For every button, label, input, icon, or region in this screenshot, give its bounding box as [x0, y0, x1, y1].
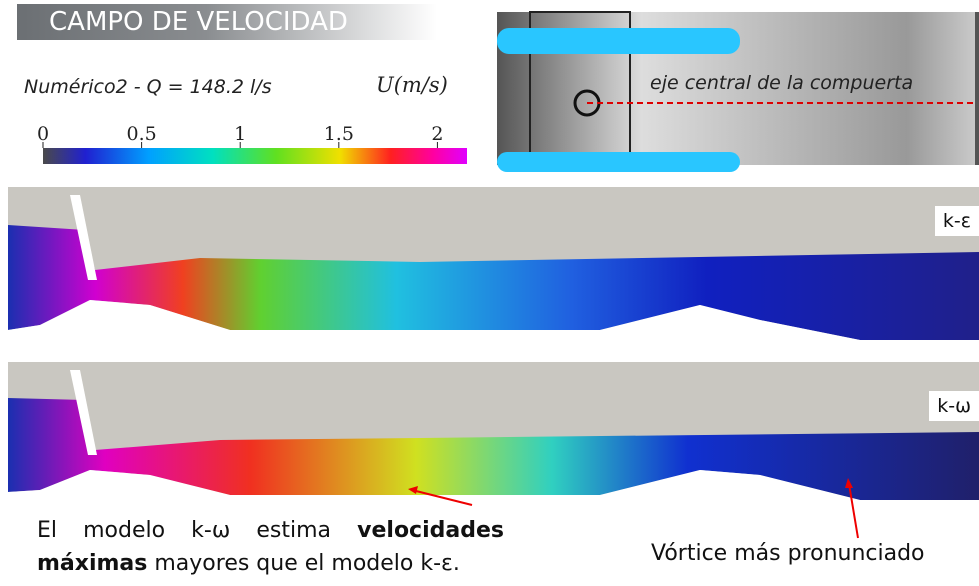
note-bold: velocidades máximas [37, 518, 504, 576]
panel-label: k-ε [934, 206, 979, 236]
arrow [411, 489, 473, 506]
main-note: El modelo k-ω estima velocidades máximas… [37, 514, 504, 580]
bed [8, 470, 860, 500]
colorbar-tick-label: 0.5 [126, 123, 156, 145]
beam [497, 28, 740, 54]
colorbar-tick-label: 2 [431, 123, 443, 145]
gate [70, 370, 97, 455]
note-text: mayores que el modelo k-ε. [147, 551, 460, 576]
gate [70, 195, 97, 280]
case-label: Numérico2 - Q = 148.2 l/s [24, 76, 272, 98]
flow-field [8, 225, 979, 340]
bed [8, 300, 979, 357]
arrow [848, 483, 859, 539]
flow-field [8, 398, 979, 500]
colorbar [43, 148, 467, 164]
arrow-head [845, 478, 853, 488]
note-text: El modelo k-ω estima [37, 518, 358, 543]
beam [497, 152, 740, 172]
colorbar-tick-label: 1 [234, 123, 246, 145]
colorbar-tick-label: 1.5 [324, 123, 354, 145]
colorbar-tick-label: 0 [37, 123, 49, 145]
gate-label: eje central de la compuerta [650, 72, 914, 94]
panel-label: k-ω [929, 391, 979, 421]
title: CAMPO DE VELOCIDAD [17, 4, 437, 40]
vortex-note: Vórtice más pronunciado [651, 541, 925, 566]
edge [975, 12, 979, 165]
variable-label: U(m/s) [376, 73, 448, 97]
arrow-head [408, 486, 418, 494]
